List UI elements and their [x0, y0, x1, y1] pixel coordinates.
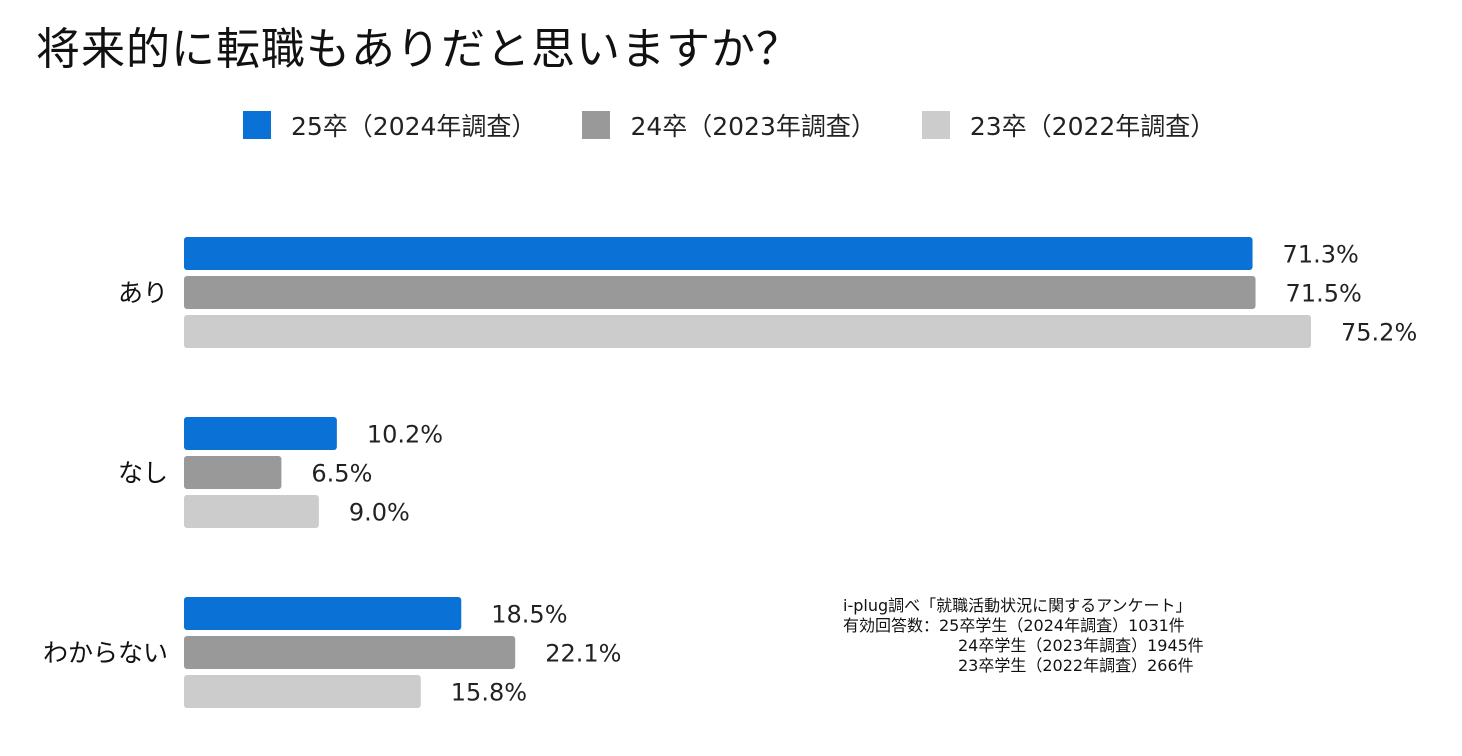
- category-label-nashi: なし: [118, 459, 168, 488]
- legend-swatch-24: [582, 111, 611, 139]
- chart-title: 将来的に転職もありだと思いますか？: [36, 24, 801, 75]
- source-line-2: 有効回答数：25卒学生（2024年調査）1031件: [843, 616, 1185, 635]
- legend-label-23: 23卒（2022年調査）: [969, 112, 1216, 141]
- data-label-ari-25: 71.3%: [1283, 241, 1359, 269]
- chart-legend: 25卒（2024年調査） 24卒（2023年調査） 23卒（2022年調査）: [243, 108, 1215, 142]
- category-label-wakaranai: わからない: [43, 639, 168, 668]
- data-label-nashi-25: 10.2%: [367, 421, 443, 449]
- data-label-ari-23: 75.2%: [1341, 319, 1417, 347]
- data-label-nashi-23: 9.0%: [349, 499, 410, 527]
- data-label-nashi-24: 6.5%: [311, 460, 372, 488]
- source-line-1: i-plug調べ「就職活動状況に関するアンケート」: [843, 596, 1192, 615]
- legend-item-25: 25卒（2024年調査）: [243, 107, 536, 143]
- bar-wakaranai-25: [184, 597, 462, 630]
- category-label-ari: あり: [118, 279, 168, 308]
- data-label-wakaranai-25: 18.5%: [491, 601, 567, 629]
- legend-label-25: 25卒（2024年調査）: [291, 112, 537, 141]
- bar-wakaranai-23: [184, 675, 421, 708]
- data-label-ari-24: 71.5%: [1286, 280, 1362, 308]
- legend-swatch-23: [921, 111, 950, 139]
- legend-swatch-25: [243, 111, 271, 139]
- bar-ari-23: [184, 315, 1311, 348]
- bar-nashi-24: [184, 456, 282, 489]
- source-note: i-plug調べ「就職活動状況に関するアンケート」 有効回答数：25卒学生（20…: [843, 596, 1204, 676]
- legend-item-24: 24卒（2023年調査）: [582, 107, 876, 143]
- legend-label-24: 24卒（2023年調査）: [630, 112, 876, 141]
- legend-item-23: 23卒（2022年調査）: [921, 107, 1216, 143]
- data-label-wakaranai-24: 22.1%: [545, 640, 621, 668]
- bar-ari-24: [184, 276, 1256, 309]
- bar-ari-25: [184, 237, 1253, 270]
- bar-nashi-23: [184, 495, 319, 528]
- data-label-wakaranai-23: 15.8%: [451, 679, 527, 707]
- source-line-4: 23卒学生（2022年調査）266件: [958, 656, 1194, 675]
- bar-wakaranai-24: [184, 636, 516, 669]
- source-line-3: 24卒学生（2023年調査）1945件: [958, 636, 1204, 655]
- bar-nashi-25: [184, 417, 337, 450]
